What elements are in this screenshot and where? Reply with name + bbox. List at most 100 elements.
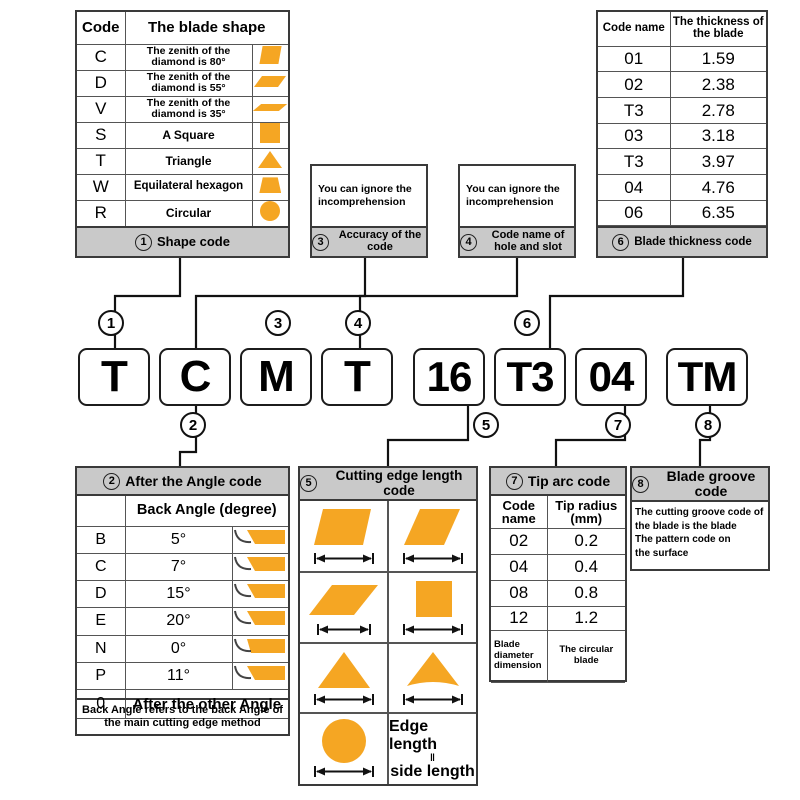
angle-row-icon-cell — [231, 607, 288, 636]
code-segment-3[interactable]: M — [240, 348, 312, 406]
thickness-row-code: 04 — [598, 173, 671, 201]
thickness-header-value: The thickness of the blade — [669, 12, 766, 47]
callout-number-2: 2 — [103, 472, 121, 490]
cutting-edge-panel: 5 Cutting edge length code — [298, 466, 478, 786]
shape-header-code: Code — [77, 12, 126, 45]
callout-number-7: 7 — [505, 472, 523, 490]
shape-row-icon-cell — [251, 199, 288, 227]
code-segment-1[interactable]: T — [78, 348, 150, 406]
tip-arc-row-code: 02 — [491, 527, 548, 555]
tip-arc-footer-right: The circular blade — [546, 629, 625, 683]
callout-8: 8 — [695, 412, 721, 438]
angle-row-value: 20° — [124, 607, 233, 636]
accuracy-code-panel: You can ignore the incomprehension 3 Acc… — [310, 164, 428, 258]
accuracy-body: You can ignore the incomprehension — [318, 183, 412, 208]
code-segment-4[interactable]: T — [321, 348, 393, 406]
tip-arc-row-radius: 0.2 — [546, 527, 625, 555]
edge-length-arrow — [300, 623, 387, 636]
angle-row-code: P — [77, 662, 126, 691]
angle-row-code: N — [77, 634, 126, 664]
angle-row-icon-cell — [231, 580, 288, 609]
cutting-edge-cell — [300, 501, 388, 572]
callout-number-1: 1 — [135, 233, 153, 251]
shape-row-code: S — [77, 121, 126, 149]
back-angle-icon — [234, 583, 286, 599]
angle-column-header: Back Angle (degree) — [124, 496, 288, 527]
shape-row-code: T — [77, 147, 126, 175]
tip-arc-title: Tip arc code — [527, 472, 611, 489]
code-segment-text: T — [344, 352, 371, 401]
edge-length-arrow — [389, 623, 476, 636]
rhombus-80-icon — [259, 46, 282, 65]
groove-line: The pattern code on — [635, 534, 731, 545]
shape-code-footer: 1 Shape code — [77, 226, 288, 256]
angle-row-icon-cell — [231, 525, 288, 554]
thickness-row-value: 4.76 — [669, 173, 766, 201]
shape-row-desc: The zenith of the diamond is 55° — [124, 69, 253, 97]
thickness-row-code: T3 — [598, 148, 671, 175]
back-angle-icon — [234, 556, 286, 571]
angle-table: Back Angle (degree) B 5° C 7° — [77, 496, 288, 720]
rhombus-55-icon — [254, 75, 287, 87]
callout-number-6: 6 — [612, 233, 630, 251]
parallelogram-tall-icon — [300, 505, 387, 551]
edge-length-note-line2: ‖ — [430, 752, 435, 764]
edge-length-arrow — [389, 552, 476, 565]
angle-row-value: 11° — [124, 662, 233, 691]
code-segment-text: T3 — [506, 353, 554, 400]
thickness-header-code: Code name — [598, 12, 671, 47]
shape-row-code: D — [77, 69, 126, 97]
code-segment-8[interactable]: TM — [666, 348, 748, 406]
code-segment-text: 16 — [426, 353, 473, 400]
edge-length-note-cell: Edge length ‖ side length — [388, 713, 476, 784]
angle-row-code: E — [77, 607, 126, 636]
thickness-row-value: 2.78 — [669, 96, 766, 124]
edge-length-note-line3: side length — [390, 762, 475, 780]
code-segment-2[interactable]: C — [159, 348, 231, 406]
angle-row-value: 5° — [124, 525, 233, 554]
thickness-footer-label: Blade thickness code — [634, 235, 752, 248]
tip-arc-row-radius: 1.2 — [546, 605, 625, 631]
callout-6: 6 — [514, 310, 540, 336]
thickness-row-code: 01 — [598, 45, 671, 73]
rhombus-35-icon — [253, 104, 288, 112]
edge-length-arrow — [300, 552, 387, 565]
tip-arc-header-code: Code name — [491, 496, 548, 529]
parallelogram-steep-icon — [389, 505, 476, 551]
tip-arc-row-code: 12 — [491, 605, 548, 631]
accuracy-footer: 3 Accuracy of the code — [312, 226, 426, 256]
groove-line: the surface — [635, 547, 689, 559]
blade-groove-panel: 8 Blade groove code The cutting groove c… — [630, 466, 770, 571]
accuracy-footer-label: Accuracy of the code — [338, 229, 422, 253]
shape-row-code: W — [77, 173, 126, 201]
hole-slot-footer-label: Code name of hole and slot — [491, 229, 565, 253]
triangle-icon — [258, 150, 283, 168]
callout-5: 5 — [473, 412, 499, 438]
angle-title-bar: 2 After the Angle code — [77, 468, 288, 496]
code-segment-7[interactable]: 04 — [575, 348, 647, 406]
shape-row-code: C — [77, 43, 126, 71]
angle-row-value: 7° — [124, 552, 233, 582]
groove-line: The cutting groove code of — [635, 507, 764, 518]
callout-number-4: 4 — [460, 233, 477, 251]
cutting-edge-title: Cutting edge length code — [335, 468, 463, 498]
shape-row-desc: Circular — [124, 199, 253, 227]
code-segment-5[interactable]: 16 — [413, 348, 485, 406]
groove-line: the blade is the blade — [635, 520, 737, 532]
cutting-edge-cell — [300, 571, 388, 643]
groove-body: The cutting groove code of the blade is … — [632, 502, 768, 564]
callout-7: 7 — [605, 412, 631, 438]
code-segment-text: 04 — [588, 353, 635, 400]
circle-icon — [260, 201, 281, 222]
shape-header-desc: The blade shape — [124, 12, 288, 45]
shape-row-desc: Equilateral hexagon — [124, 173, 253, 201]
hexagon-icon — [259, 177, 282, 194]
code-segment-text: M — [258, 352, 295, 401]
shape-code-footer-label: Shape code — [157, 234, 230, 250]
thickness-row-value: 3.97 — [669, 148, 766, 175]
cutting-edge-title-bar: 5 Cutting edge length code — [300, 468, 476, 501]
tip-arc-row-radius: 0.8 — [546, 579, 625, 607]
shape-row-icon-cell — [251, 95, 288, 123]
code-segment-6[interactable]: T3 — [494, 348, 566, 406]
angle-title: After the Angle code — [125, 472, 262, 489]
